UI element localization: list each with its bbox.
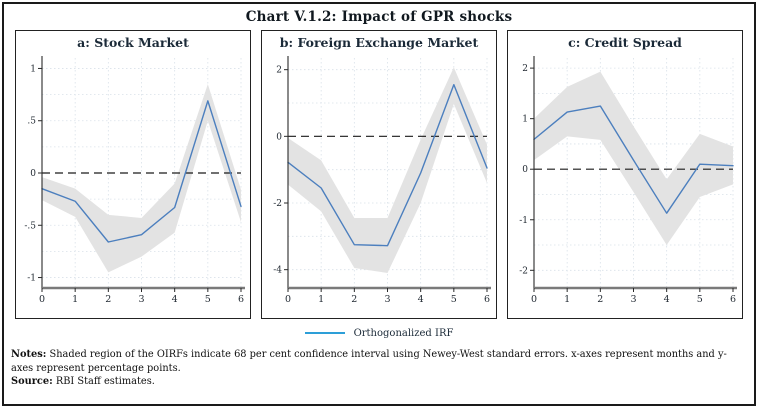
svg-text:-2: -2 bbox=[519, 266, 528, 276]
svg-text:4: 4 bbox=[418, 294, 424, 305]
figure-title: Chart V.1.2: Impact of GPR shocks bbox=[245, 9, 513, 25]
panel-foreign-exchange-market: b: Foreign Exchange Market 2 0 -2 -4 0 1 2 3 4 5 6 bbox=[261, 30, 497, 319]
panel-stock-market: a: Stock Market 1.5 0 -.5 -1 0 1 2 3 4 5 6 bbox=[15, 30, 251, 319]
svg-text:6: 6 bbox=[484, 294, 490, 305]
panel-c-title: c: Credit Spread bbox=[568, 35, 682, 50]
svg-text:-2: -2 bbox=[273, 199, 282, 209]
panel-c-x-axis: 0 1 2 3 4 5 6 bbox=[531, 286, 737, 305]
panel-c-plot: 2 1 0 -1 -2 0 1 2 3 4 5 6 bbox=[508, 50, 742, 312]
panel-a-title: a: Stock Market bbox=[77, 35, 189, 50]
notes-block: Notes: Shaded region of the OIRFs indica… bbox=[11, 348, 746, 389]
source-line: Source: RBI Staff estimates. bbox=[11, 375, 746, 389]
notes-label: Notes: bbox=[11, 349, 47, 360]
svg-text:0: 0 bbox=[30, 169, 36, 179]
svg-text:0: 0 bbox=[285, 294, 291, 305]
panel-b-svg: 2 0 -2 -4 0 1 2 3 4 5 6 bbox=[273, 56, 491, 305]
notes-line: Notes: Shaded region of the OIRFs indica… bbox=[11, 348, 746, 375]
svg-text:2: 2 bbox=[276, 66, 282, 76]
panel-c-confidence-band bbox=[534, 71, 733, 246]
panel-b-y-axis: 2 0 -2 -4 bbox=[273, 56, 289, 288]
panel-a-x-axis: 0 1 2 3 4 5 6 bbox=[39, 286, 245, 305]
panel-b-x-axis: 0 1 2 3 4 5 6 bbox=[285, 286, 491, 305]
panel-a-plot: 1.5 0 -.5 -1 0 1 2 3 4 5 6 bbox=[16, 50, 250, 312]
source-label: Source: bbox=[11, 376, 53, 388]
svg-text:4: 4 bbox=[172, 294, 178, 305]
svg-text:0: 0 bbox=[276, 132, 282, 142]
svg-text:5: 5 bbox=[205, 294, 211, 305]
svg-text:2: 2 bbox=[351, 294, 357, 305]
legend-label: Orthogonalized IRF bbox=[353, 327, 454, 339]
svg-text:1: 1 bbox=[30, 64, 36, 74]
panel-b-title: b: Foreign Exchange Market bbox=[279, 35, 479, 50]
panels-row: a: Stock Market 1.5 0 -.5 -1 0 1 2 3 4 5 6 b: Fore… bbox=[15, 30, 743, 319]
svg-text:-1: -1 bbox=[519, 216, 528, 226]
panel-credit-spread: c: Credit Spread 2 1 0 -1 -2 0 1 2 3 4 5 6 bbox=[507, 30, 743, 319]
svg-text:1: 1 bbox=[564, 294, 570, 305]
svg-text:-.5: -.5 bbox=[24, 221, 36, 231]
svg-text:1: 1 bbox=[72, 294, 78, 305]
svg-text:2: 2 bbox=[597, 294, 603, 305]
svg-text:2: 2 bbox=[105, 294, 111, 305]
panel-a-confidence-band bbox=[42, 84, 241, 273]
panel-a-svg: 1.50-.5-10 1 2 3 4 5 6 bbox=[24, 56, 245, 305]
svg-text:0: 0 bbox=[531, 294, 537, 305]
svg-text:6: 6 bbox=[238, 294, 244, 305]
panel-a-y-axis: 1 .5 0 -.5 -1 bbox=[24, 56, 43, 288]
svg-text:-1: -1 bbox=[27, 274, 36, 284]
notes-text: Shaded region of the OIRFs indicate 68 p… bbox=[11, 349, 727, 374]
panel-c-svg: 2 1 0 -1 -2 0 1 2 3 4 5 6 bbox=[519, 56, 737, 305]
panel-b-confidence-band bbox=[288, 67, 487, 273]
panel-a-irf-line bbox=[41, 100, 242, 243]
svg-text:1: 1 bbox=[318, 294, 324, 305]
svg-text:0: 0 bbox=[522, 165, 528, 175]
svg-text:3: 3 bbox=[630, 294, 636, 305]
svg-text:1: 1 bbox=[522, 115, 528, 125]
svg-text:0: 0 bbox=[39, 294, 45, 305]
panel-b-irf-line bbox=[287, 83, 488, 247]
svg-text:5: 5 bbox=[697, 294, 703, 305]
svg-text:5: 5 bbox=[451, 294, 457, 305]
panel-c-y-axis: 2 1 0 -1 -2 bbox=[519, 56, 535, 288]
svg-text:2: 2 bbox=[522, 64, 528, 74]
panel-c-irf-line bbox=[533, 105, 734, 214]
source-text: RBI Staff estimates. bbox=[55, 376, 155, 388]
svg-text:4: 4 bbox=[664, 294, 670, 305]
svg-text:3: 3 bbox=[138, 294, 144, 305]
svg-text:-4: -4 bbox=[273, 266, 282, 276]
svg-text:.5: .5 bbox=[27, 117, 36, 127]
legend-line-swatch bbox=[304, 332, 345, 334]
svg-text:6: 6 bbox=[730, 294, 736, 305]
svg-text:3: 3 bbox=[384, 294, 390, 305]
panel-b-plot: 2 0 -2 -4 0 1 2 3 4 5 6 bbox=[262, 50, 496, 312]
legend: Orthogonalized IRF bbox=[4, 326, 754, 340]
